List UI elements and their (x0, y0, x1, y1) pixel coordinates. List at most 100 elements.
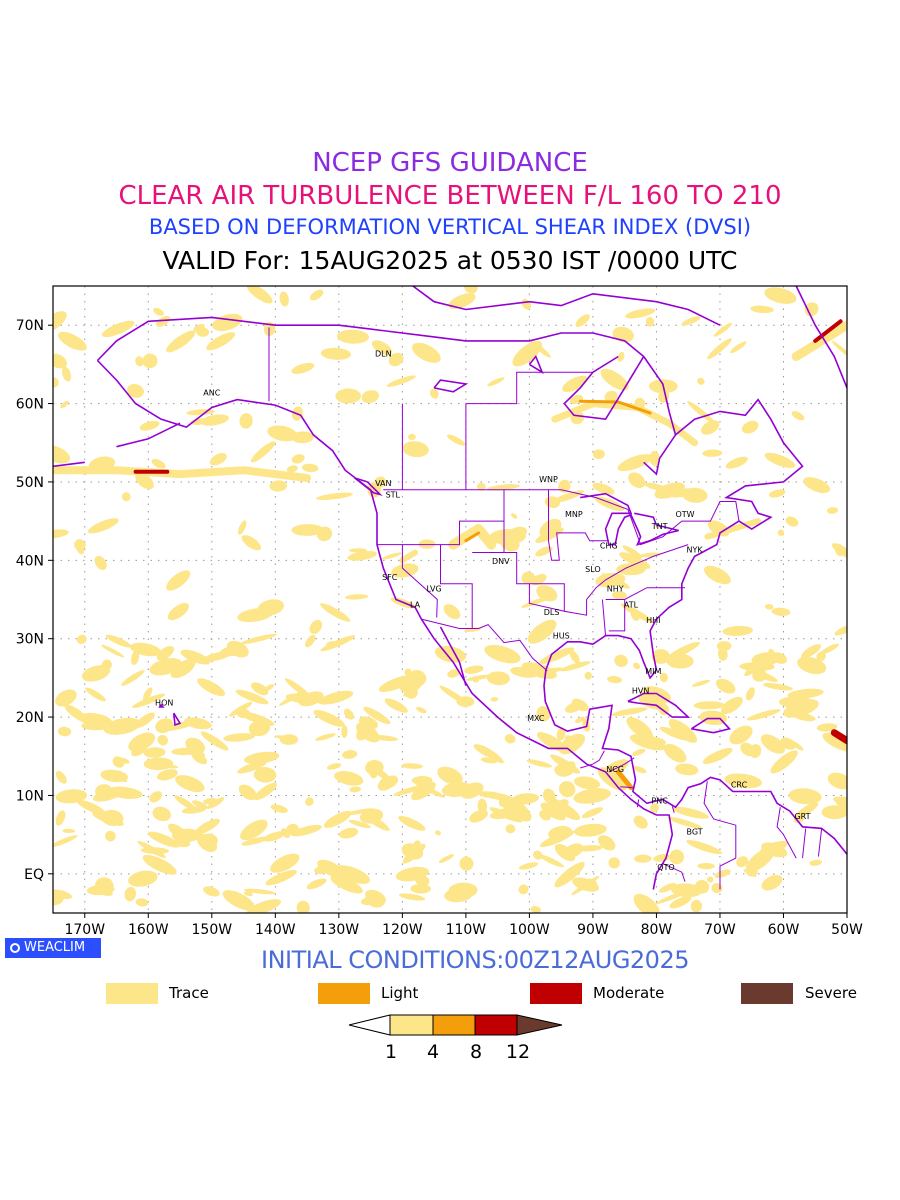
legend-label-light: Light (381, 984, 419, 1002)
turbulence-band (704, 518, 762, 540)
city-label-tnt: TNT (651, 522, 668, 531)
title-line-3: BASED ON DEFORMATION VERTICAL SHEAR INDE… (148, 215, 752, 239)
x-tick-label: 140W (255, 922, 296, 938)
trace-patch (101, 809, 124, 826)
y-tick-label: 50N (16, 475, 44, 491)
trace-patch (571, 698, 589, 712)
city-labels: ANC HON DLN VAN STL SFC LA LVG DNV WNP MNP CHG SLO NH… (155, 350, 811, 872)
trace-patch (237, 520, 247, 535)
trace-patch (787, 688, 824, 699)
trace-patch (533, 667, 564, 675)
trace-patch (816, 723, 838, 732)
trace-patch (316, 492, 353, 500)
trace-patch (741, 420, 759, 434)
trace-patch (477, 798, 488, 814)
turbulence-band (615, 769, 634, 791)
trace-patch (791, 712, 816, 722)
trace-patch (281, 828, 290, 839)
title-line-1: NCEP GFS GUIDANCE (312, 148, 588, 178)
trace-patch (270, 853, 300, 873)
city-label-mxc: MXC (527, 714, 545, 723)
trace-patch (57, 331, 87, 351)
trace-patch (131, 650, 140, 666)
trace-patch (53, 311, 67, 333)
trace-patch (185, 737, 206, 754)
legend-swatch-trace (106, 983, 158, 1004)
x-tick-label: 130W (319, 922, 360, 938)
trace-patch (81, 665, 111, 682)
trace-patch (724, 773, 762, 789)
trace-patch (614, 654, 628, 667)
political-border (383, 489, 740, 546)
trace-patch (265, 869, 297, 886)
trace-patch (540, 802, 566, 821)
trace-patch (438, 854, 455, 864)
trace-patch (717, 647, 728, 661)
turbulence-band (813, 319, 843, 343)
legend-label-severe: Severe (805, 984, 857, 1002)
trace-patch (196, 833, 218, 853)
trace-patch (743, 869, 757, 877)
trace-patch (263, 831, 285, 842)
trace-patch (414, 875, 430, 886)
trace-patch (200, 731, 229, 751)
trace-patch (622, 545, 643, 559)
city-label-chg: CHG (600, 542, 618, 551)
trace-patch (408, 670, 427, 686)
trace-patch (505, 824, 516, 834)
trace-patch (55, 689, 77, 707)
trace-patch (402, 441, 429, 458)
trace-patch (573, 823, 607, 837)
trace-patch (448, 882, 478, 899)
y-tick-label: 60N (16, 397, 44, 413)
trace-patch (725, 456, 748, 469)
trace-patch (246, 899, 282, 913)
city-label-qto: QTO (657, 863, 674, 872)
trace-patch (831, 340, 847, 360)
trace-patch (416, 706, 427, 714)
graticule (53, 286, 848, 913)
trace-patch (572, 877, 600, 892)
trace-patch (194, 818, 220, 835)
city-label-anc: ANC (203, 389, 220, 398)
trace-patch (320, 603, 351, 622)
trace-patch (135, 356, 144, 367)
trace-patch (388, 352, 404, 367)
trace-patch (443, 604, 461, 620)
trace-patch (101, 659, 112, 671)
trace-patch (55, 810, 66, 826)
trace-patch (243, 891, 253, 897)
trace-patch (785, 516, 799, 527)
political-border (671, 806, 675, 813)
x-tick-label: 100W (509, 922, 550, 938)
trace-patch (714, 869, 731, 879)
city-label-grt: GRT (794, 812, 810, 821)
trace-patch (57, 726, 72, 737)
city-label-hus: HUS (553, 632, 570, 641)
trace-patch (339, 827, 359, 839)
trace-patch (563, 843, 584, 858)
city-label-dnv: DNV (492, 557, 510, 566)
x-tick-label: 60W (768, 922, 800, 938)
trace-patch (315, 733, 336, 741)
trace-patch (79, 712, 113, 728)
trace-patch (556, 727, 566, 741)
trace-patch (130, 642, 162, 657)
trace-patch (326, 763, 342, 770)
trace-patch (371, 765, 391, 781)
trace-patch (223, 733, 255, 742)
trace-patch (597, 835, 616, 851)
trace-patch (668, 488, 697, 498)
trace-patch (548, 798, 581, 821)
trace-patch (512, 340, 543, 367)
trace-patch (429, 388, 439, 399)
trace-patch (209, 453, 227, 466)
trace-patch (55, 770, 67, 784)
political-border (703, 781, 737, 890)
trace-patch (761, 842, 788, 858)
trace-patch (279, 734, 299, 745)
trace-patch (697, 862, 715, 870)
weaclim-badge[interactable]: WEACLIM (5, 938, 101, 958)
trace-patch (253, 782, 278, 801)
trace-patch (170, 658, 196, 679)
